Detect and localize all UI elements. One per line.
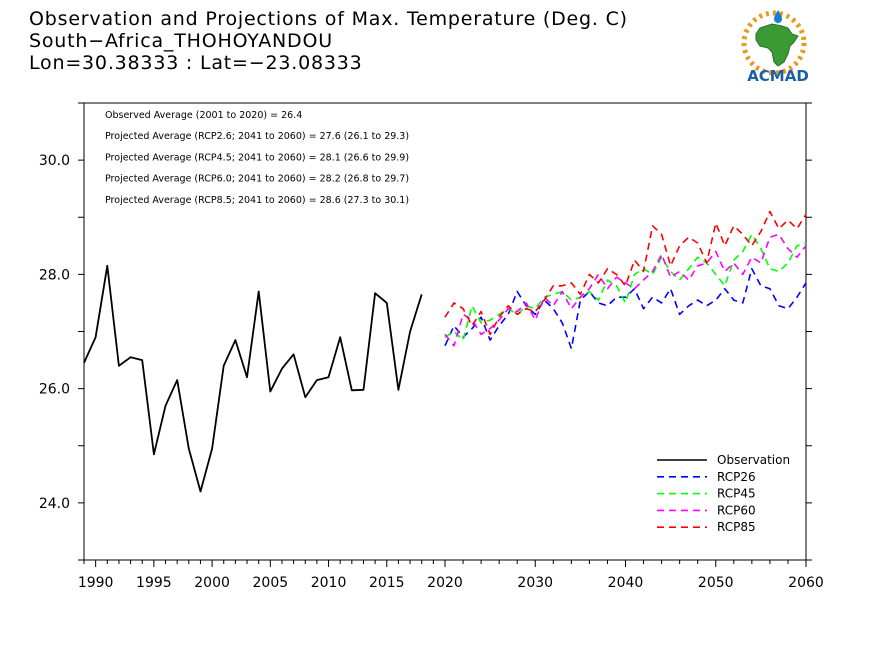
sun-rays-icon [741, 10, 807, 76]
axes: 24.0 26.0 28.0 30.0 1990 1995 2000 2005 2010 2015… [39, 102, 824, 591]
chart-title: Observation and Projections of Max. Temp… [29, 8, 628, 30]
logo-text: ACMAD [747, 67, 809, 85]
legend-label: RCP26 [717, 470, 756, 484]
legend-label: RCP85 [717, 520, 756, 534]
annotation-line: Projected Average (RCP6.0; 2041 to 2060)… [105, 174, 409, 185]
y-tick-label: 26.0 [39, 382, 70, 398]
annotation-line: Projected Average (RCP2.6; 2041 to 2060)… [105, 131, 409, 142]
series-line-rcp45 [444, 233, 807, 341]
x-tick-label: 1995 [136, 575, 172, 591]
x-tick-label: 2005 [253, 575, 289, 591]
series-line-rcp85 [444, 210, 807, 336]
y-tick-label: 24.0 [39, 496, 70, 512]
x-tick-label: 2030 [517, 575, 553, 591]
annotation-line: Projected Average (RCP8.5; 2041 to 2060)… [105, 195, 409, 206]
y-tick-label: 30.0 [39, 153, 70, 169]
x-tick-label: 2060 [788, 575, 824, 591]
y-tick-label: 28.0 [39, 267, 70, 283]
legend-label: Observation [717, 453, 790, 467]
series-line-rcp26 [444, 267, 807, 350]
x-tick-label: 2050 [698, 575, 734, 591]
x-tick-label: 2015 [369, 575, 405, 591]
series-lines [83, 210, 807, 493]
water-drop-icon [774, 10, 782, 23]
x-tick-label: 2020 [427, 575, 463, 591]
x-tick-label: 2000 [194, 575, 230, 591]
plot-frame [83, 102, 807, 561]
acmad-logo: ACMAD [741, 10, 809, 85]
x-tick-label: 1990 [78, 575, 114, 591]
legend-label: RCP45 [717, 487, 756, 501]
station-name: South−Africa_THOHOYANDOU [29, 30, 333, 52]
annotation-line: Observed Average (2001 to 2020) = 26.4 [105, 110, 302, 121]
legend: Observation RCP26 RCP45 RCP60 RCP85 [657, 453, 790, 534]
annotation-block: Observed Average (2001 to 2020) = 26.4 Pr… [105, 110, 409, 206]
africa-map-icon [755, 23, 799, 67]
x-tick-label: 2010 [311, 575, 347, 591]
annotation-line: Projected Average (RCP4.5; 2041 to 2060)… [105, 152, 409, 163]
chart-title-block: Observation and Projections of Max. Temp… [29, 8, 628, 74]
legend-label: RCP60 [717, 503, 756, 517]
station-coordinates: Lon=30.38333 : Lat=−23.08333 [29, 52, 363, 74]
series-line-observation [83, 264, 423, 493]
x-tick-label: 2040 [608, 575, 644, 591]
series-line-rcp60 [444, 233, 807, 347]
